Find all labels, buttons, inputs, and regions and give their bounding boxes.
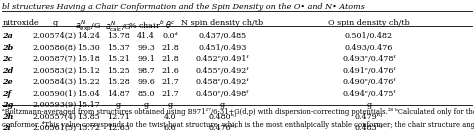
Text: 0.483ʰʲ: 0.483ʰʲ	[355, 124, 383, 131]
Text: $a_{\mathrm{exp}}^{N}$/G: $a_{\mathrm{exp}}^{N}$/G	[75, 19, 101, 34]
Text: 0.437/0.485: 0.437/0.485	[199, 32, 246, 40]
Text: 21.8: 21.8	[161, 44, 179, 52]
Text: $\theta^{c}$: $\theta^{c}$	[164, 19, 175, 30]
Text: 2.00583(2): 2.00583(2)	[33, 67, 77, 75]
Text: 99.6: 99.6	[137, 78, 155, 86]
Text: 21.7: 21.7	[161, 78, 179, 86]
Text: 2.00561(5): 2.00561(5)	[33, 124, 77, 131]
Text: ᵃBoltzmann-averaged from structures obtained using B971²⁷/6-31+G(d,p) with dispe: ᵃBoltzmann-averaged from structures obta…	[2, 108, 474, 116]
Text: 2h: 2h	[2, 113, 14, 121]
Text: 15.17: 15.17	[77, 101, 100, 109]
Text: g: g	[167, 101, 173, 109]
Text: 2e: 2e	[2, 78, 13, 86]
Text: 2.00557(4): 2.00557(4)	[33, 113, 77, 121]
Text: 6.6: 6.6	[164, 124, 176, 131]
Text: 0.451/0.493: 0.451/0.493	[198, 44, 247, 52]
Text: 2b: 2b	[2, 44, 14, 52]
Text: 0.480ʰʲ: 0.480ʰʲ	[209, 113, 237, 121]
Text: 14.24: 14.24	[77, 32, 100, 40]
Text: g: g	[366, 101, 371, 109]
Text: 0.490ᵉ/0.476ᶠ: 0.490ᵉ/0.476ᶠ	[342, 78, 395, 86]
Text: 21.6: 21.6	[161, 67, 179, 75]
Text: $a_{\mathrm{calc}}^{N}$/G: $a_{\mathrm{calc}}^{N}$/G	[105, 19, 132, 34]
Text: 4.0: 4.0	[164, 113, 176, 121]
Text: 2c: 2c	[2, 55, 13, 63]
Text: 2.00584(3): 2.00584(3)	[33, 78, 77, 86]
Text: 0.493/0.476: 0.493/0.476	[345, 44, 393, 52]
Text: g: g	[220, 101, 225, 109]
Text: 2f: 2f	[2, 90, 11, 98]
Text: 98.7: 98.7	[137, 67, 155, 75]
Text: 21.7: 21.7	[161, 90, 179, 98]
Text: 0.501/0.482: 0.501/0.482	[345, 32, 393, 40]
Text: 15.12: 15.12	[77, 67, 100, 75]
Text: 13.78: 13.78	[107, 32, 129, 40]
Text: 0.455ᵉ/0.492ᶠ: 0.455ᵉ/0.492ᶠ	[196, 67, 249, 75]
Text: 0.452ᵉ/0.491ᶠ: 0.452ᵉ/0.491ᶠ	[196, 55, 249, 63]
Text: 0.476ʰʲ: 0.476ʰʲ	[209, 124, 237, 131]
Text: 13.85: 13.85	[77, 113, 100, 121]
Text: g: g	[144, 101, 149, 109]
Text: 0.458ᵉ/0.492ᶠ: 0.458ᵉ/0.492ᶠ	[196, 78, 249, 86]
Text: 0.493ᵉ/0.478ᶠ: 0.493ᵉ/0.478ᶠ	[342, 55, 395, 63]
Text: 2.00574(2): 2.00574(2)	[33, 32, 77, 40]
Text: g: g	[116, 101, 121, 109]
Text: g: g	[53, 19, 57, 27]
Text: 2.00587(7): 2.00587(7)	[33, 55, 77, 63]
Text: 41.4: 41.4	[137, 32, 155, 40]
Text: nitroxide: nitroxide	[2, 19, 39, 27]
Text: N spin density ch/tb: N spin density ch/tb	[182, 19, 264, 27]
Text: 0.479ʰʲ: 0.479ʰʲ	[355, 113, 383, 121]
Text: 2.00593(9): 2.00593(9)	[33, 101, 77, 109]
Text: 15.21: 15.21	[107, 55, 130, 63]
Text: 15.25: 15.25	[107, 67, 129, 75]
Text: 15.04: 15.04	[77, 90, 100, 98]
Text: 2a: 2a	[2, 32, 13, 40]
Text: 15.37: 15.37	[107, 44, 129, 52]
Text: 15.18: 15.18	[77, 55, 100, 63]
Text: 99.3: 99.3	[137, 44, 155, 52]
Text: 2.00590(1): 2.00590(1)	[33, 90, 77, 98]
Text: 12.71: 12.71	[107, 113, 130, 121]
Text: 2i: 2i	[2, 124, 11, 131]
Text: 2.00586(8): 2.00586(8)	[33, 44, 77, 52]
Text: 0.494ᵉ/0.475ᶠ: 0.494ᵉ/0.475ᶠ	[342, 90, 395, 98]
Text: 13.72: 13.72	[77, 124, 100, 131]
Text: 15.22: 15.22	[77, 78, 100, 86]
Text: 21.8: 21.8	[161, 55, 179, 63]
Text: 0.450ᵉ/0.498ᶠ: 0.450ᵉ/0.498ᶠ	[196, 90, 249, 98]
Text: 15.28: 15.28	[107, 78, 129, 86]
Text: % chair$^{b}$: % chair$^{b}$	[128, 19, 164, 31]
Text: 2d: 2d	[2, 67, 14, 75]
Text: bl structures Having a Chair Conformation and the Spin Density on the O• and N• : bl structures Having a Chair Conformatio…	[2, 3, 365, 11]
Text: 14.87: 14.87	[107, 90, 129, 98]
Text: 2g: 2g	[2, 101, 14, 109]
Text: O spin density ch/tb: O spin density ch/tb	[328, 19, 410, 27]
Text: 85.0: 85.0	[137, 90, 155, 98]
Text: 15.30: 15.30	[77, 44, 100, 52]
Text: 99.1: 99.1	[137, 55, 155, 63]
Text: 12.65: 12.65	[107, 124, 130, 131]
Text: 0.0ᵈ: 0.0ᵈ	[162, 32, 178, 40]
Text: 0.491ᵉ/0.476ᶠ: 0.491ᵉ/0.476ᶠ	[342, 67, 395, 75]
Text: conformer. ᵈThis value corresponds to the twist-boat structure, which is the mos: conformer. ᵈThis value corresponds to th…	[2, 121, 474, 129]
